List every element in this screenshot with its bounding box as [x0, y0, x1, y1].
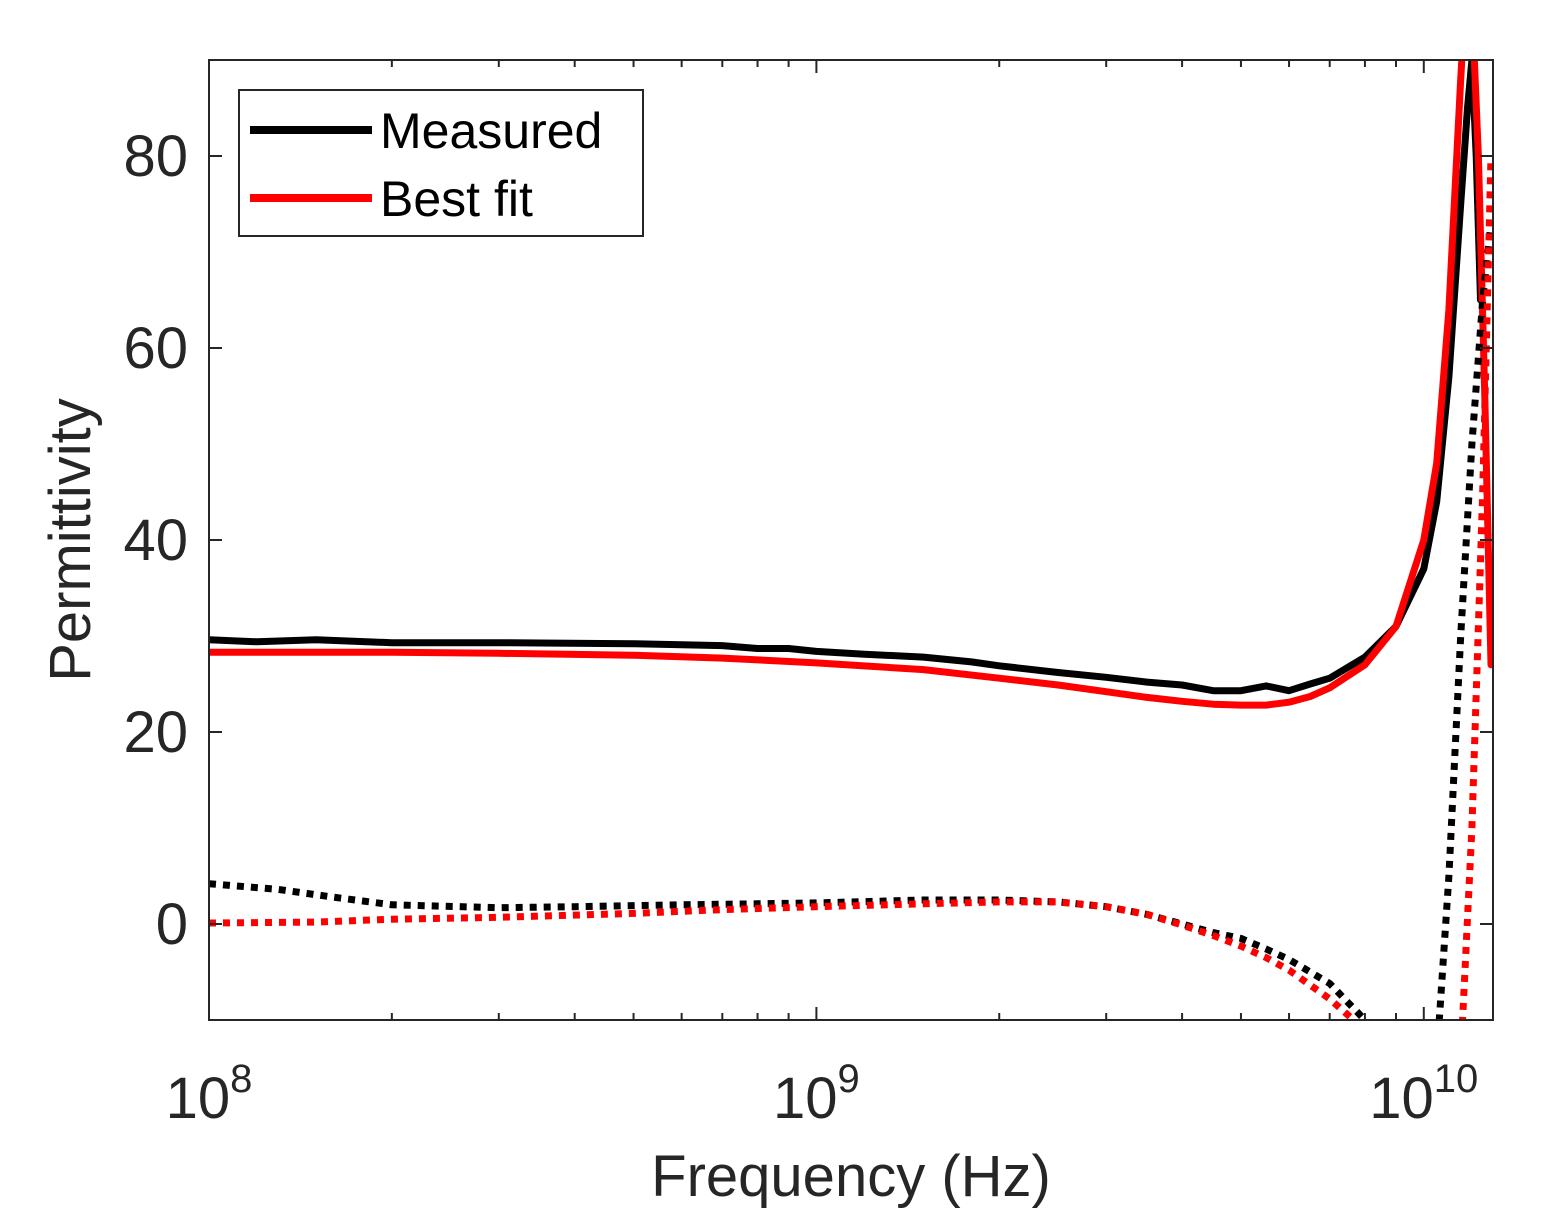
legend: Measured Best fit	[238, 89, 644, 237]
x-tick-labels: 108 109 1010	[166, 1057, 1479, 1131]
x-tick-label: 109	[773, 1057, 860, 1131]
series-measured-imaginary	[209, 222, 1493, 1020]
legend-box	[238, 89, 644, 237]
y-axis-label: Permittivity	[38, 398, 103, 682]
y-tick-label: 80	[123, 124, 188, 189]
series-measured-real	[209, 60, 1484, 695]
x-axis-label: Frequency (Hz)	[651, 1144, 1051, 1209]
legend-label-best-fit: Best fit	[380, 171, 533, 227]
y-tick-label: 0	[156, 892, 188, 957]
y-tick-labels: 0 20 40 60 80	[123, 124, 188, 957]
ticks-layer	[208, 60, 1493, 1020]
y-tick-label: 20	[123, 700, 188, 765]
y-tick-label: 60	[123, 316, 188, 381]
y-tick-label: 40	[123, 508, 188, 573]
x-tick-label: 1010	[1369, 1057, 1478, 1131]
legend-label-measured: Measured	[380, 103, 602, 159]
series-best-fit-real	[209, 60, 1493, 709]
series-best-fit-imaginary	[209, 155, 1493, 1020]
x-tick-label: 108	[166, 1057, 253, 1131]
series-layer	[209, 60, 1493, 1020]
